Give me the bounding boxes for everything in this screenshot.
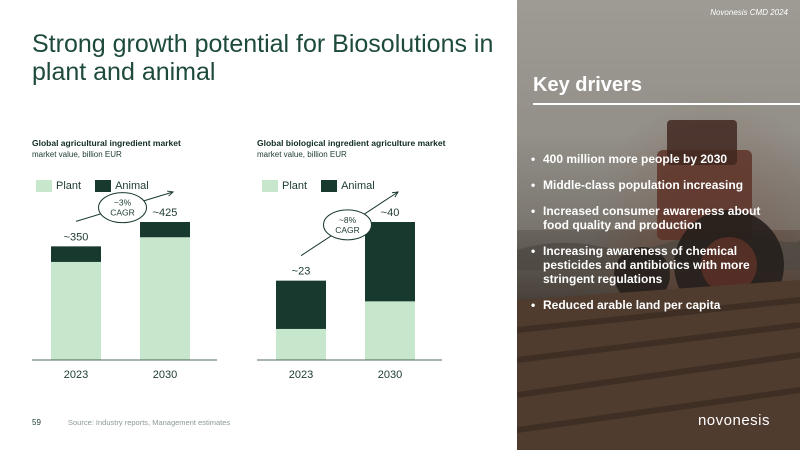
chart-2-subtitle: market value, billion EUR: [257, 150, 347, 159]
bar-plant-2023: [276, 328, 326, 360]
bar-animal-2030: [140, 222, 190, 238]
cagr-bubble: [323, 209, 372, 241]
cagr-bubble: [98, 192, 147, 224]
drivers-list: 400 million more people by 2030 Middle-c…: [531, 152, 789, 324]
key-drivers-panel: Novonesis CMD 2024 Key drivers 400 milli…: [517, 0, 800, 450]
legend-animal-label: Animal: [115, 180, 149, 192]
source-note: Source: Industry reports, Management est…: [68, 418, 231, 427]
cagr-label: CAGR: [335, 225, 360, 235]
total-label: ~40: [381, 207, 400, 219]
event-label: Novonesis CMD 2024: [710, 8, 788, 17]
bar-plant-2023: [51, 261, 101, 360]
page-number: 59: [32, 418, 41, 427]
chart-1-header: Global agricultural ingredient market ma…: [32, 138, 181, 159]
chart-2-header: Global biological ingredient agriculture…: [257, 138, 445, 159]
total-label: ~23: [292, 266, 311, 278]
cagr-label: CAGR: [110, 208, 135, 218]
list-item: 400 million more people by 2030: [531, 152, 789, 166]
legend-animal-swatch: [95, 180, 112, 192]
chart-1-svg: ~350 2023 ~425 2030 ~3%CAGR: [32, 190, 217, 381]
category-label: 2030: [153, 369, 177, 381]
list-item: Reduced arable land per capita: [531, 298, 789, 312]
legend-plant-swatch: [36, 180, 52, 192]
chart-1-legend: Plant Animal: [36, 180, 163, 192]
title-divider: [533, 103, 800, 105]
legend-animal-label: Animal: [341, 180, 375, 192]
key-drivers-title: Key drivers: [533, 74, 642, 96]
category-label: 2023: [289, 369, 313, 381]
chart-1-subtitle: market value, billion EUR: [32, 150, 122, 159]
chart-2-title: Global biological ingredient agriculture…: [257, 138, 446, 148]
novonesis-logo: novonesis: [697, 412, 770, 429]
list-item: Increasing awareness of chemical pestici…: [531, 244, 789, 286]
category-label: 2023: [64, 369, 88, 381]
bar-plant-2030: [365, 301, 415, 360]
bar-animal-2023: [276, 280, 326, 329]
bar-animal-2030: [365, 222, 415, 302]
list-item: Increased consumer awareness about food …: [531, 204, 789, 232]
legend-plant-label: Plant: [282, 180, 308, 192]
legend-plant-swatch: [262, 180, 278, 192]
list-item: Middle-class population increasing: [531, 178, 789, 192]
slide-title: Strong growth potential for Biosolutions…: [32, 30, 494, 86]
total-label: ~350: [64, 231, 89, 243]
chart-1-title: Global agricultural ingredient market: [32, 138, 181, 148]
total-label: ~425: [153, 207, 178, 219]
legend-plant-label: Plant: [56, 180, 82, 192]
category-label: 2030: [378, 369, 402, 381]
bar-plant-2030: [140, 237, 190, 360]
cagr-label: ~8%: [339, 215, 357, 225]
bar-animal-2023: [51, 246, 101, 262]
left-panel: Strong growth potential for Biosolutions…: [32, 30, 494, 427]
legend-animal-swatch: [321, 180, 338, 192]
cagr-label: ~3%: [114, 198, 132, 208]
chart-2-svg: ~23 2023 ~40 2030 ~8%CAGR: [257, 191, 442, 381]
cagr-arrowhead: [391, 191, 399, 198]
cagr-arrowhead: [166, 190, 175, 197]
chart-2-legend: Plant Animal: [262, 180, 389, 192]
